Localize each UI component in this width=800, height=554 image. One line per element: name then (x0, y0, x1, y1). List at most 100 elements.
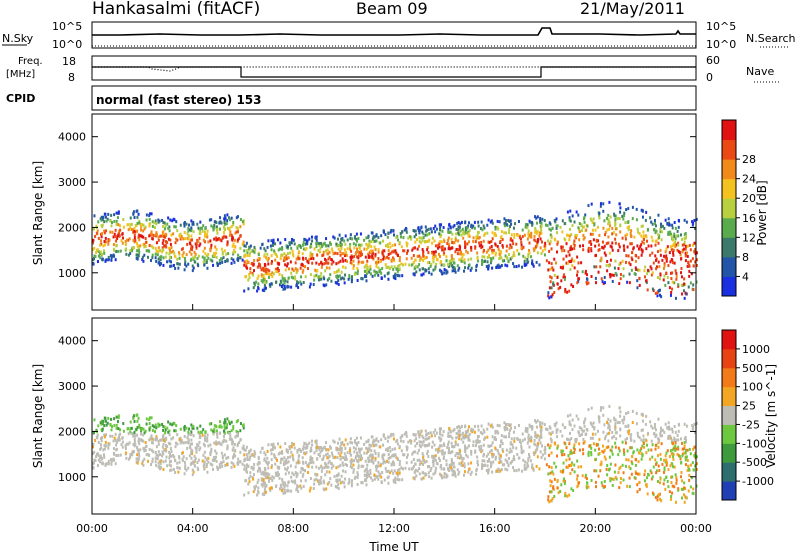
velocity-cell (513, 439, 516, 443)
velocity-cell (187, 466, 190, 470)
power-cell (286, 285, 289, 289)
power-cell (549, 267, 552, 271)
power-cell (191, 269, 194, 273)
power-cell (356, 269, 359, 273)
power-cell (452, 241, 455, 245)
power-cell (635, 267, 638, 271)
velocity-cell (143, 446, 146, 450)
power-cell (553, 218, 556, 222)
power-cell (277, 248, 280, 252)
power-cell (392, 274, 395, 278)
power-cell (453, 223, 456, 227)
power-cell (253, 245, 256, 249)
power-cell (603, 244, 606, 248)
power-cell (550, 247, 553, 251)
velocity-cell (320, 481, 323, 485)
velocity-cell (130, 426, 133, 430)
power-cell (571, 214, 574, 218)
power-cell (266, 245, 269, 249)
power-cell (175, 220, 178, 224)
power-cell (626, 245, 629, 249)
power-cell (191, 264, 194, 268)
power-cell (664, 218, 667, 222)
velocity-cell (645, 451, 648, 455)
power-cell (294, 277, 297, 281)
velocity-cell (677, 445, 680, 449)
velocity-cell (454, 440, 457, 444)
power-cell (582, 233, 585, 237)
power-cell (157, 250, 160, 254)
power-cell (663, 226, 666, 230)
power-cell (193, 260, 196, 264)
power-cell (118, 234, 121, 238)
power-cell (136, 244, 139, 248)
velocity-cell (459, 433, 462, 437)
velocity-cell (93, 418, 96, 422)
velocity-cell (366, 473, 369, 477)
velocity-cell (568, 422, 571, 426)
power-cell (174, 255, 177, 259)
power-cell (434, 254, 437, 258)
power-cell (598, 248, 601, 252)
power-cell (478, 241, 481, 245)
velocity-cell (568, 431, 571, 435)
velocity-cell (692, 468, 695, 472)
velocity-cell (103, 424, 106, 428)
power-cell (490, 239, 493, 243)
power-cell (527, 234, 530, 238)
power-cell (636, 286, 639, 290)
power-cell (663, 262, 666, 266)
velocity-cell (664, 422, 667, 426)
velocity-cell (387, 456, 390, 460)
power-cell (656, 276, 659, 280)
velocity-cell (425, 459, 428, 463)
power-cell (428, 231, 431, 235)
velocity-cell (426, 444, 429, 448)
velocity-cell (239, 422, 242, 426)
power-cell (668, 232, 671, 236)
velocity-cell (590, 453, 593, 457)
power-cell (481, 228, 484, 232)
velocity-cell (316, 479, 319, 483)
velocity-cell (491, 441, 494, 445)
velocity-cell (640, 428, 643, 432)
velocity-cell (300, 479, 303, 483)
power-cell (399, 232, 402, 236)
velocity-cell (594, 448, 597, 452)
velocity-cell (448, 426, 451, 430)
power-cell (148, 212, 151, 216)
velocity-cell (101, 422, 104, 426)
velocity-cell (543, 448, 546, 452)
velocity-cell (238, 441, 241, 445)
power-cell (487, 248, 490, 252)
power-cell (614, 218, 617, 222)
velocity-cell (428, 475, 431, 479)
power-cell (604, 230, 607, 234)
power-cell (407, 236, 410, 240)
power-cell (466, 226, 469, 230)
power-cell (491, 237, 494, 241)
velocity-cell (356, 476, 359, 480)
power-cell (254, 248, 257, 252)
cpid-panel-frame (91, 85, 697, 111)
power-cell (150, 259, 153, 263)
power-cell (431, 255, 434, 259)
power-cell (267, 272, 270, 276)
power-cell (549, 275, 552, 279)
velocity-cell (103, 453, 106, 457)
velocity-cell (422, 462, 425, 466)
power-cell (488, 240, 491, 244)
power-cell (464, 246, 467, 250)
power-cell (674, 237, 677, 241)
velocity-cell (95, 454, 98, 458)
velocity-cell (190, 442, 193, 446)
velocity-cell (213, 441, 216, 445)
power-cell (601, 280, 604, 284)
velocity-cell (541, 453, 544, 457)
velocity-cell (675, 476, 678, 480)
power-cell (587, 249, 590, 253)
power-cell (190, 252, 193, 256)
velocity-cell (344, 470, 347, 474)
power-cell (225, 252, 228, 256)
